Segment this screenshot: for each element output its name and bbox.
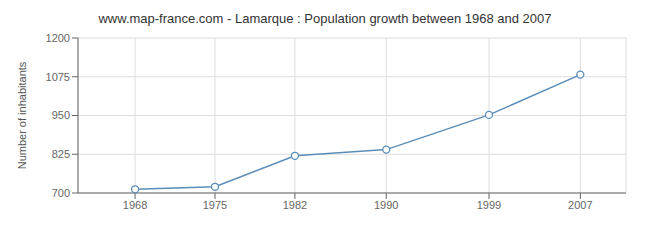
svg-text:1999: 1999 <box>477 199 501 211</box>
svg-text:825: 825 <box>52 148 70 160</box>
svg-text:950: 950 <box>52 109 70 121</box>
svg-text:Number of inhabitants: Number of inhabitants <box>16 61 28 169</box>
svg-text:1990: 1990 <box>374 199 398 211</box>
svg-text:1975: 1975 <box>203 199 227 211</box>
svg-text:1075: 1075 <box>46 71 70 83</box>
svg-text:700: 700 <box>52 187 70 199</box>
svg-text:1200: 1200 <box>46 32 70 44</box>
svg-text:1982: 1982 <box>283 199 307 211</box>
html-text:www.map-france.com - Lamarque: www.map-france.com - Lamarque : Populati… <box>98 11 552 26</box>
svg-text:2007: 2007 <box>568 199 592 211</box>
svg-text:1968: 1968 <box>123 199 147 211</box>
